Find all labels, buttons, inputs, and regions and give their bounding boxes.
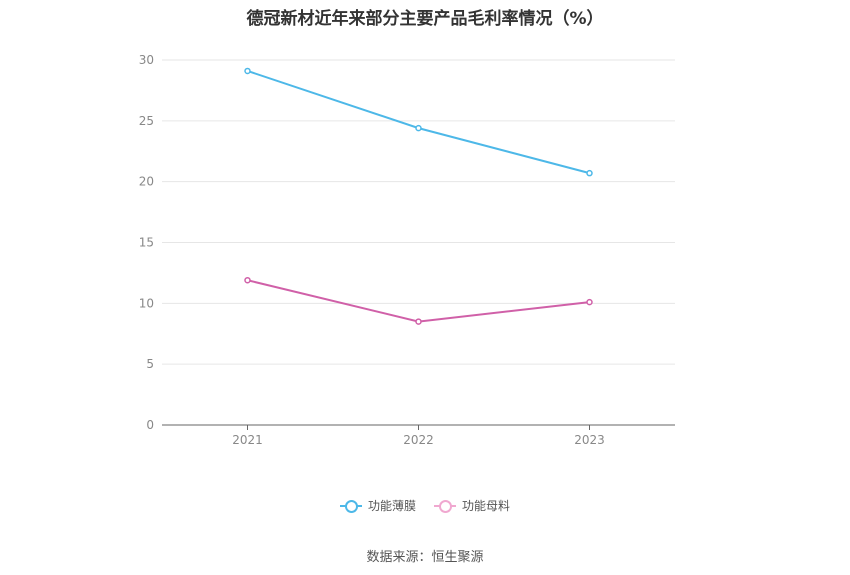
y-tick-label: 10 [139,296,154,310]
y-tick-label: 20 [139,175,154,189]
legend-swatch-film [339,499,362,513]
data-point-0-2 [586,169,593,177]
legend-label-masterbatch: 功能母料 [462,499,511,513]
y-tick-label: 0 [146,418,154,432]
x-tick-label: 2022 [403,433,434,447]
series-lines [244,67,593,325]
grid-lines [162,59,675,365]
data-point-1-0 [244,276,251,284]
x-tick-label: 2021 [232,433,263,447]
legend-item-masterbatch[interactable]: 功能母料 [434,497,510,514]
source-note: 数据来源：恒生聚源 [366,550,484,565]
x-tick-label: 2023 [574,433,605,447]
axes: 0 5 10 15 20 25 30 2021 2022 2023 [139,53,675,447]
y-tick-label: 25 [139,114,154,128]
legend: 功能薄膜 功能母料 [0,497,850,514]
legend-swatch-masterbatch [434,499,456,513]
legend-item-film[interactable]: 功能薄膜 [339,497,416,514]
series-line-1 [247,279,590,323]
data-point-1-1 [415,318,422,325]
data-point-1-2 [586,298,593,306]
legend-label-film: 功能薄膜 [367,499,416,513]
data-point-0-0 [244,67,251,75]
series-line-0 [247,70,590,175]
chart-title: 德冠新材近年来部分主要产品毛利率情况（%） [246,9,604,29]
y-tick-label: 30 [139,53,154,67]
y-tick-label: 5 [146,357,154,371]
y-tick-label: 15 [139,236,154,250]
data-point-0-1 [415,124,422,132]
